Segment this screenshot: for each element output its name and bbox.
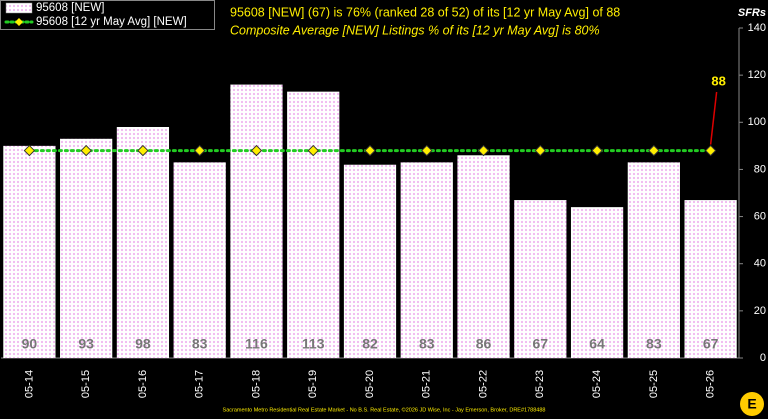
y-tick-label: 100 xyxy=(748,116,766,128)
y-tick-label: 0 xyxy=(760,352,766,364)
line-marker xyxy=(307,144,319,157)
x-tick-label: 05-15 xyxy=(80,370,92,398)
data-label: 93 xyxy=(78,336,94,352)
data-label: 82 xyxy=(362,336,378,352)
y-tick-label: 20 xyxy=(754,305,766,317)
y-tick-label: 120 xyxy=(748,69,766,81)
annotation: 88 xyxy=(711,73,725,88)
bar xyxy=(570,207,624,358)
y-tick-label: 60 xyxy=(754,210,766,222)
y-tick-label: 40 xyxy=(754,258,766,270)
annotation-arrow xyxy=(709,91,718,145)
bar xyxy=(116,127,170,358)
data-label: 64 xyxy=(589,336,605,352)
x-tick-label: 05-24 xyxy=(591,370,603,398)
line-marker xyxy=(534,144,547,157)
line-marker xyxy=(193,144,206,157)
x-tick-label: 05-26 xyxy=(705,370,717,398)
legend-label: 95608 [12 yr May Avg] [NEW] xyxy=(36,16,187,28)
bar xyxy=(173,162,226,358)
x-tick-label: 05-21 xyxy=(421,370,433,398)
bar xyxy=(400,162,453,358)
bar xyxy=(230,84,283,359)
data-label: 83 xyxy=(192,336,208,352)
x-tick-label: 05-23 xyxy=(534,370,546,398)
line-marker xyxy=(421,144,433,157)
bar xyxy=(457,155,510,358)
x-tick-label: 05-20 xyxy=(364,370,376,398)
data-label: 67 xyxy=(533,336,549,352)
x-tick-label: 05-19 xyxy=(307,370,319,398)
chart-title: 95608 [NEW] (67) is 76% (ranked 28 of 52… xyxy=(230,5,620,19)
x-tick-label: 05-14 xyxy=(23,370,35,398)
chart-subtitle: Composite Average [NEW] Listings % of it… xyxy=(230,23,600,37)
x-tick-label: 05-16 xyxy=(137,370,149,398)
bar xyxy=(627,162,680,358)
line-marker xyxy=(364,144,376,157)
data-label: 98 xyxy=(135,336,151,352)
data-label: 113 xyxy=(302,336,325,352)
line-marker xyxy=(250,144,263,157)
line-marker xyxy=(23,144,36,157)
data-label: 67 xyxy=(703,336,719,352)
data-label: 86 xyxy=(476,336,492,352)
svg-text:E: E xyxy=(747,396,756,412)
data-label: 83 xyxy=(419,336,435,352)
data-label: 83 xyxy=(646,336,662,352)
x-tick-label: 05-17 xyxy=(194,370,206,398)
x-tick-label: 05-25 xyxy=(648,370,660,398)
bar xyxy=(60,138,113,358)
legend: 95608 [NEW] 95608 [12 yr May Avg] [NEW] xyxy=(0,0,215,30)
line-marker xyxy=(80,144,92,157)
data-label: 116 xyxy=(245,336,268,352)
bar xyxy=(684,200,737,358)
line-marker xyxy=(137,144,149,157)
legend-marker xyxy=(15,18,23,26)
line-marker xyxy=(648,144,660,157)
y-axis-label: SFRs xyxy=(738,7,766,19)
legend-swatch xyxy=(5,2,33,14)
legend-box xyxy=(0,0,215,30)
bar xyxy=(514,200,567,358)
logo: E xyxy=(740,392,764,416)
x-tick-label: 05-22 xyxy=(477,370,489,398)
bar xyxy=(287,91,340,359)
legend-label: 95608 [NEW] xyxy=(36,2,104,14)
bar xyxy=(343,164,397,358)
x-tick-label: 05-18 xyxy=(250,370,262,398)
y-tick-label: 80 xyxy=(754,163,766,175)
bar xyxy=(3,145,56,358)
y-tick-label: 140 xyxy=(748,22,766,34)
line-marker xyxy=(591,144,603,157)
footer: Sacramento Metro Residential Real Estate… xyxy=(223,406,546,413)
line-marker xyxy=(704,144,717,157)
data-label: 90 xyxy=(22,336,38,352)
line-marker xyxy=(477,144,490,157)
